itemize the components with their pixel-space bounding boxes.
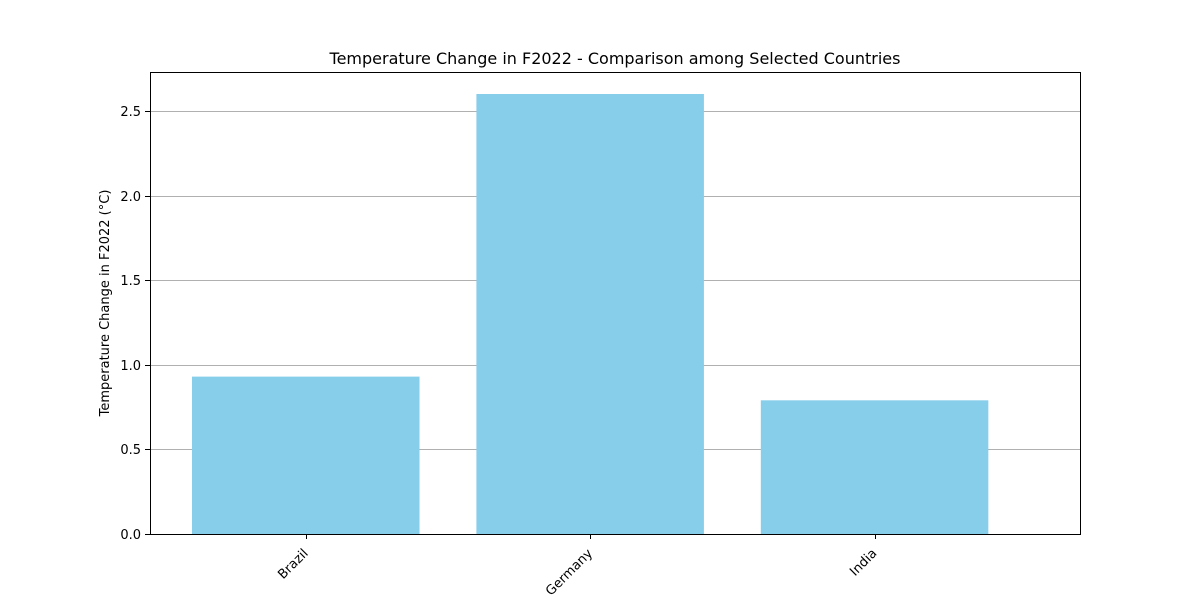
y-tick-label-5: 2.5 [120, 105, 141, 120]
bar-germany [476, 94, 704, 534]
bars [192, 94, 989, 534]
bar-india [760, 400, 989, 534]
y-tick-label-1: 0.5 [120, 443, 141, 458]
y-axis: 0.0 0.5 1.0 1.5 2.0 2.5 [120, 105, 150, 543]
y-tick-label-0: 0.0 [120, 528, 141, 543]
x-tick-label-india: India [847, 546, 880, 579]
x-axis: Brazil Germany India [275, 534, 880, 599]
y-axis-label: Temperature Change in F2022 (°C) [98, 190, 113, 418]
y-tick-label-4: 2.0 [120, 190, 141, 205]
y-tick-label-3: 1.5 [120, 274, 141, 289]
x-tick-label-germany: Germany [543, 546, 596, 599]
bar-brazil [192, 376, 420, 534]
plot-frame [150, 72, 1081, 535]
chart-title: Temperature Change in F2022 - Comparison… [329, 49, 901, 68]
y-tick-label-2: 1.0 [120, 359, 141, 374]
x-tick-label-brazil: Brazil [275, 546, 311, 582]
